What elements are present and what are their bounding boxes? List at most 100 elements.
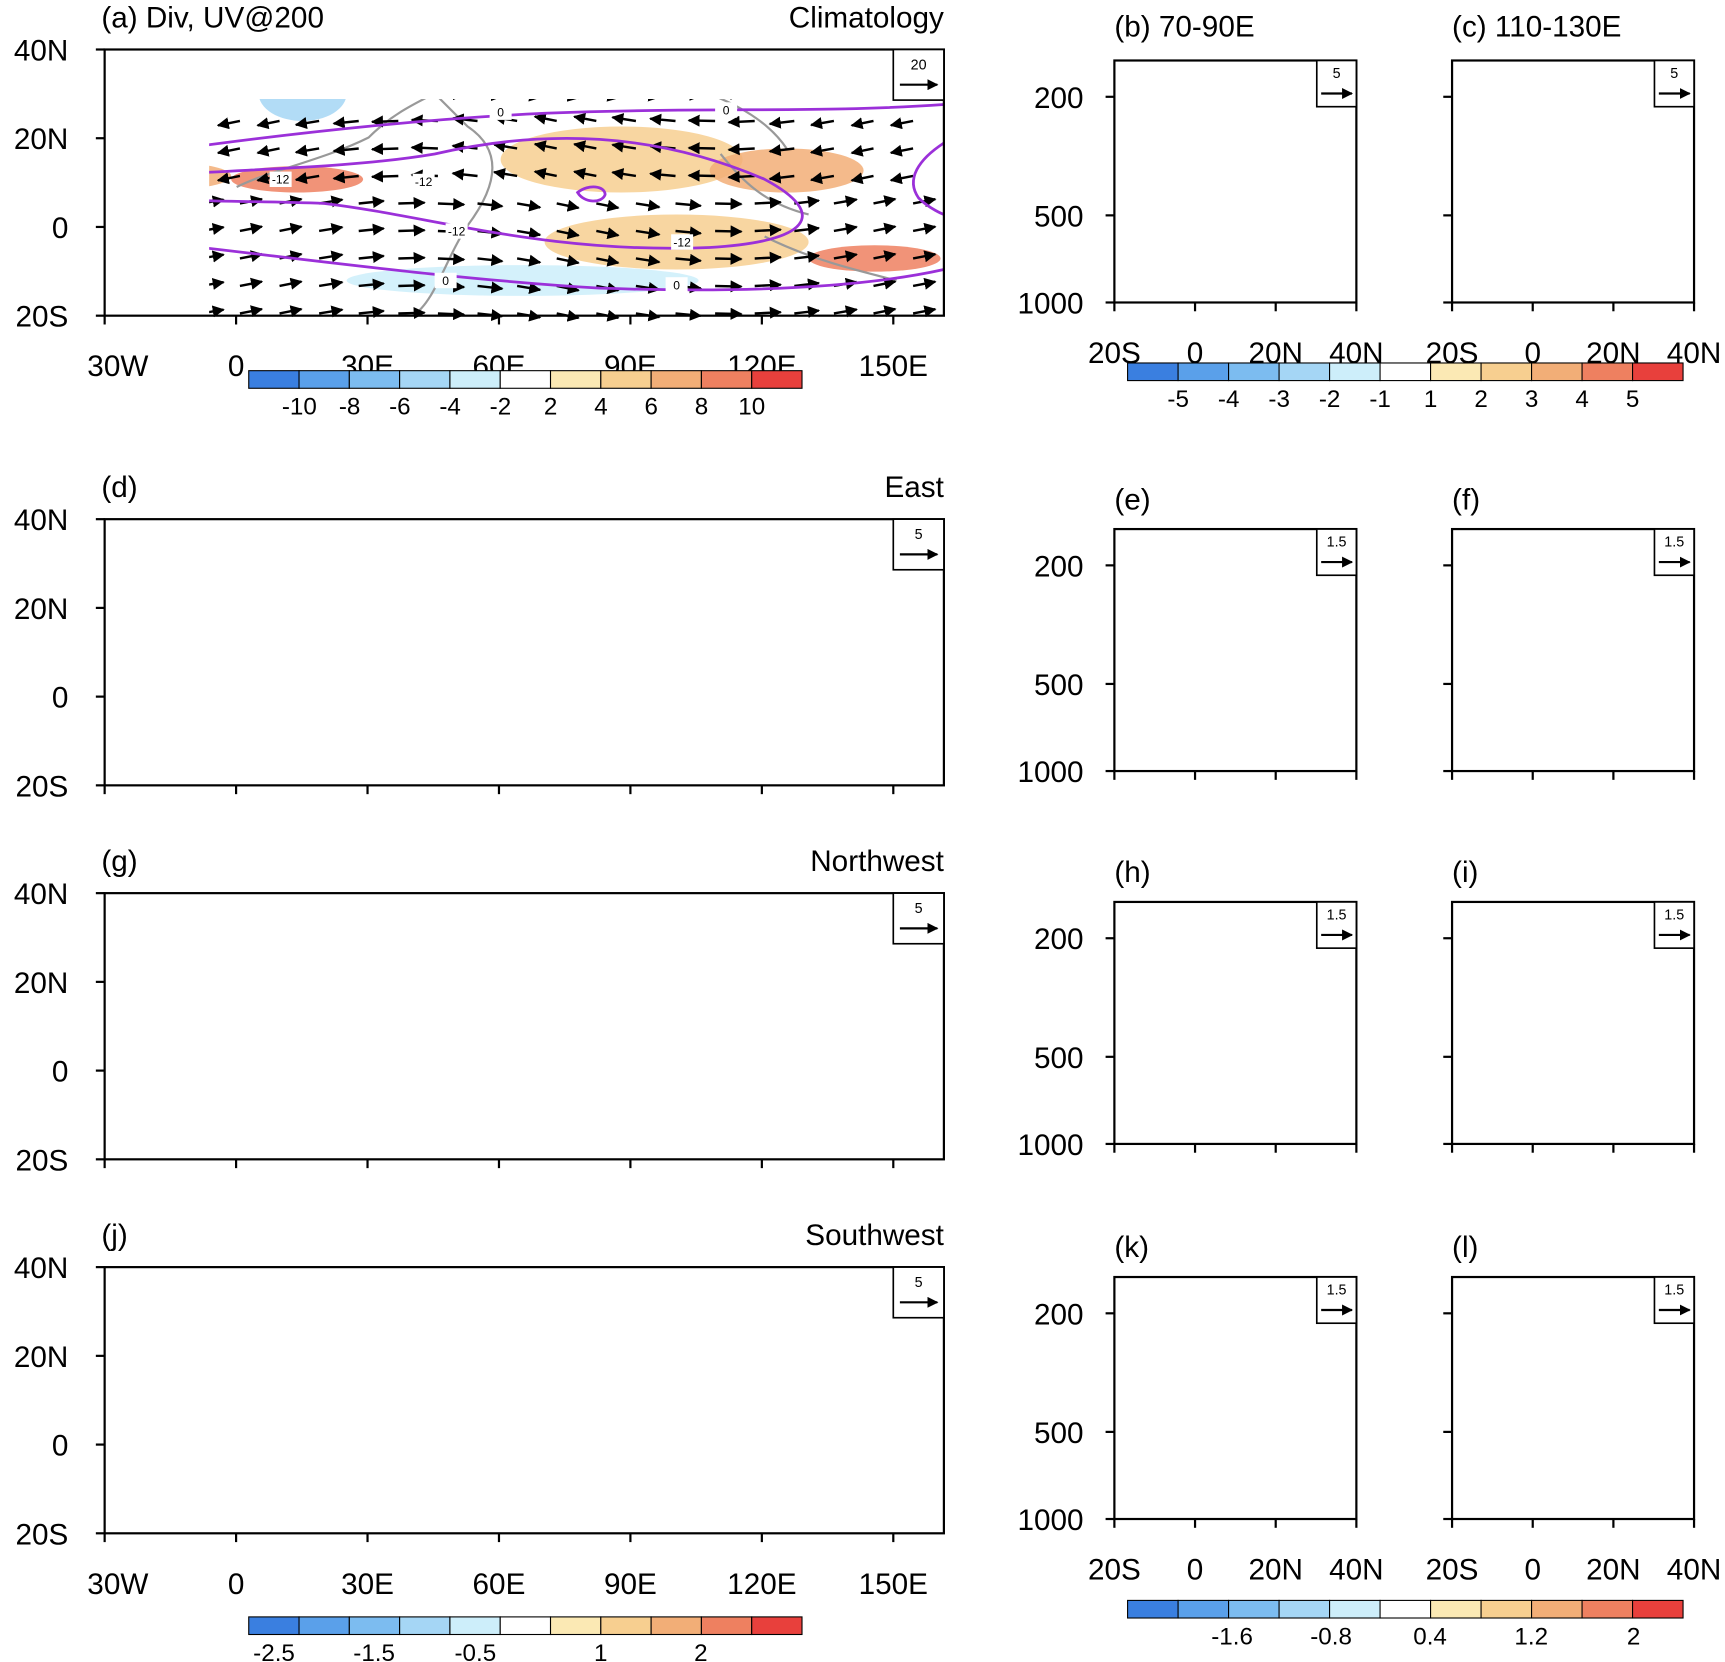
colorbar-box [650,1616,702,1636]
wind-vector [1348,630,1350,647]
panel-label: (c) 110-130E [1452,10,1621,43]
wind-vector [1172,924,1174,931]
wind-vector [1279,762,1281,771]
wind-vector [113,933,121,938]
colorbar-label: 2 [1627,1623,1640,1650]
wind-vector [1214,89,1215,109]
wind-vector [451,168,478,181]
wind-vector [1464,551,1466,565]
wind-vector [1619,1125,1621,1135]
wind-vector [1619,1335,1620,1352]
shading [1158,968,1180,1122]
contour [1496,902,1677,1144]
wind-vector [636,1501,654,1504]
wind-vector [584,1333,596,1338]
wind-vector [1619,1040,1621,1056]
wind-vector [1304,1043,1306,1056]
wind-vector [727,170,755,183]
wind-vector [747,615,755,619]
wind-vector [596,1473,611,1476]
wind-vector [359,1014,371,1019]
wind-vector [1619,1484,1620,1500]
contour-label: -5 [1307,639,1318,653]
wind-vector [1214,115,1215,135]
wind-vector [1128,274,1130,294]
wind-vector [636,1474,649,1476]
wind-vector [275,612,279,618]
lon-label: 0 [228,350,245,383]
wind-vector [437,253,466,266]
wind-vector [517,756,529,758]
wind-vector [1663,746,1665,762]
wind-vector [913,700,932,701]
wind-vector [111,959,121,965]
wind-vector [1235,1124,1237,1136]
wind-vector [319,1306,330,1312]
wind-vector [240,903,243,909]
colorbar-label: 0.4 [1413,1623,1447,1650]
wind-vector [438,904,447,909]
contour-label-bg [270,1015,292,1030]
wind-vector [625,1305,636,1311]
contour [209,246,945,292]
wind-vector [280,1047,296,1049]
contour [1496,529,1677,771]
wind-vector [1348,676,1350,683]
contour-label: -10 [1271,568,1289,582]
colorbar-box [1329,362,1381,382]
wind-vector [359,988,367,992]
wind-vector [1192,1287,1194,1299]
wind-vector [1464,604,1466,621]
wind-vector [1260,1299,1262,1317]
wind-vector [240,986,243,992]
contour-label: 0 [673,278,680,292]
lat-label: 0 [52,1056,69,1089]
wind-vector [873,1157,894,1158]
wind-vector [1465,962,1466,977]
wind-vector [1192,1378,1194,1395]
wind-vector [1348,719,1350,736]
wind-vector [585,1361,596,1366]
wind-vector [676,1529,693,1531]
wind-vector [478,905,482,909]
wind-vector [1282,1118,1283,1135]
colorbar-box [751,1616,803,1636]
wind-vector [748,960,755,964]
contour-label-bg [489,104,512,120]
pressure-label: 500 [1034,1042,1084,1075]
wind-vector [1348,577,1350,591]
wind-vector [1464,693,1466,710]
wind-vector [1259,561,1260,578]
wind-vector [809,144,835,157]
wind-vector [1508,1448,1510,1458]
wind-vector [1150,115,1152,135]
wind-vector [636,1154,653,1157]
wind-vector [438,673,455,676]
wind-vector [668,1387,676,1393]
wind-vector [1597,221,1598,241]
wind-vector [1683,986,1685,1003]
section-panel: -5-10-15-10-51.5(l)20S 0 20N 40N [1426,1231,1722,1586]
contour-label: 0 [442,1118,449,1132]
colorbar-label: -10 [282,394,317,421]
wind-vector [1347,1368,1348,1378]
lat-label: 40N [14,504,68,537]
wind-vector [1595,709,1597,725]
wind-vector [1170,551,1172,567]
wind-vector [319,90,342,94]
contour-label-bg [269,171,292,187]
wind-vector [1641,700,1642,710]
wind-vector [1214,1493,1216,1510]
shading [209,165,232,187]
wind-vector [589,1014,597,1020]
colorbar-box [1127,362,1179,382]
wind-vector [113,905,121,909]
colorbar: -1.6 -0.8 0.4 1.2 2 [1127,1599,1684,1650]
wind-vector [1685,1352,1686,1359]
wind-vector [1618,115,1619,135]
wind-vector [557,66,579,70]
wind-vector [1260,1352,1262,1364]
wind-vector [1597,89,1598,109]
wind-vector [199,960,201,965]
wind-vector [1685,1405,1686,1422]
